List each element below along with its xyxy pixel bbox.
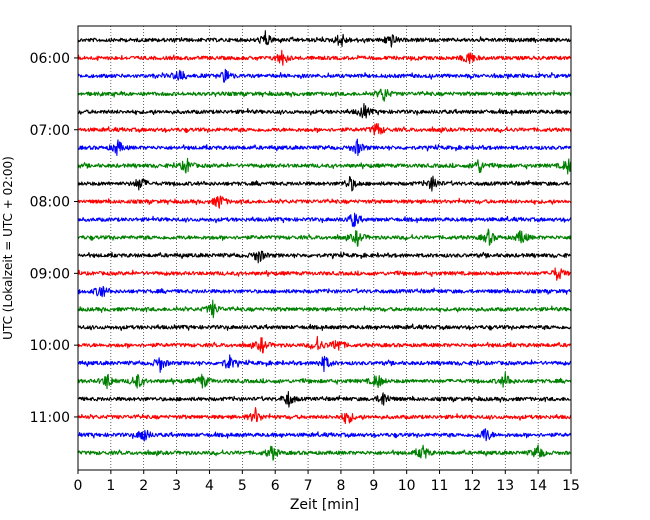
y-tick-label: 09:00 <box>30 266 70 282</box>
seismogram-trace <box>77 299 572 319</box>
seismogram-trace <box>77 49 572 66</box>
seismogram-trace <box>77 323 572 331</box>
y-tick-label: 08:00 <box>30 195 70 211</box>
x-tick-label: 11 <box>431 478 449 494</box>
seismogram-trace <box>77 212 572 228</box>
seismogram-traces <box>77 30 572 461</box>
x-tick-label: 0 <box>74 478 83 494</box>
y-axis-ticks: 06:00 07:00 08:00 09:00 10:00 11:00 <box>30 51 78 426</box>
x-tick-label: 12 <box>463 478 481 494</box>
seismogram-trace <box>77 250 572 264</box>
x-tick-label: 9 <box>369 478 378 494</box>
seismogram-trace <box>77 123 572 136</box>
x-tick-label: 15 <box>562 478 580 494</box>
seismogram-trace <box>77 335 572 354</box>
x-tick-label: 2 <box>139 478 148 494</box>
seismogram-trace <box>77 157 572 175</box>
seismogram-trace <box>77 88 572 102</box>
x-tick-label: 14 <box>529 478 547 494</box>
seismogram-trace <box>77 371 572 390</box>
x-tick-label: 1 <box>106 478 115 494</box>
x-tick-label: 7 <box>304 478 313 494</box>
y-tick-label: 11:00 <box>30 410 70 426</box>
seismogram-trace <box>77 175 572 192</box>
y-tick-label: 07:00 <box>30 123 70 139</box>
y-tick-label: 10:00 <box>30 338 70 354</box>
seismogram-trace <box>77 267 572 281</box>
seismogram-trace <box>77 285 572 298</box>
y-tick-label: 06:00 <box>30 51 70 67</box>
x-tick-label: 6 <box>271 478 280 494</box>
seismogram-trace <box>77 103 572 119</box>
x-tick-label: 3 <box>172 478 181 494</box>
seismogram-trace <box>77 444 572 461</box>
seismogram-trace <box>77 228 572 247</box>
plot-background <box>78 26 571 470</box>
x-tick-label: 13 <box>496 478 514 494</box>
seismogram-trace <box>77 428 572 442</box>
seismogram-trace <box>77 407 572 425</box>
x-axis-ticks: 0 1 2 3 4 5 6 7 8 9 10 11 12 13 14 15 <box>74 470 580 494</box>
seismogram-trace <box>77 195 572 209</box>
seismogram-trace <box>77 354 572 373</box>
seismogram-trace <box>77 138 572 156</box>
x-tick-label: 5 <box>238 478 247 494</box>
vertical-grid <box>110 26 539 470</box>
seismogram-trace <box>77 30 572 48</box>
x-axis-label: Zeit [min] <box>290 497 359 513</box>
y-axis-label: UTC (Lokalzeit = UTC + 02:00) <box>1 156 15 340</box>
seismogram-trace <box>77 68 572 83</box>
plot-frame <box>77 25 572 471</box>
x-tick-label: 8 <box>336 478 345 494</box>
x-tick-label: 4 <box>205 478 214 494</box>
seismogram-trace <box>77 391 572 408</box>
x-tick-label: 10 <box>398 478 416 494</box>
